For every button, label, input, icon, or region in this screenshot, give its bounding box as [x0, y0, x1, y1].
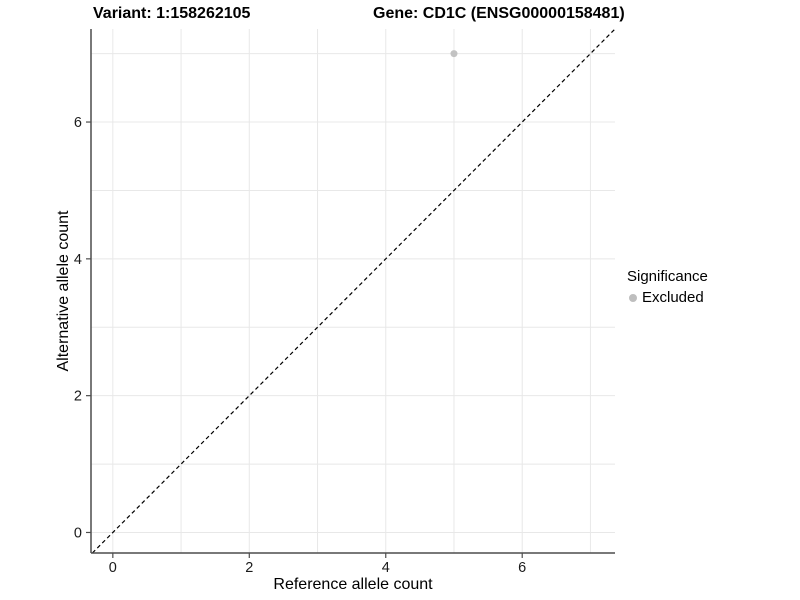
legend: Significance Excluded: [627, 268, 708, 306]
y-tick-label: 4: [74, 252, 82, 268]
variant-title: Variant: 1:158262105: [93, 5, 251, 22]
gene-title: Gene: CD1C (ENSG00000158481): [373, 5, 625, 22]
x-tick-label: 2: [245, 560, 253, 576]
y-tick-label: 0: [74, 525, 82, 541]
x-tick-label: 6: [518, 560, 526, 576]
x-tick-label: 4: [382, 560, 390, 576]
y-tick-label: 2: [74, 389, 82, 405]
x-tick-label: 0: [109, 560, 117, 576]
data-point: [450, 50, 458, 58]
y-axis-title-text: Alternative allele count: [55, 210, 72, 372]
y-tick-label: 6: [74, 115, 82, 131]
identity-reference-line: [91, 28, 616, 554]
legend-item-label: Excluded: [642, 289, 704, 306]
legend-title: Significance: [627, 268, 708, 285]
excluded-point-icon: [629, 293, 637, 302]
legend-item-excluded: Excluded: [629, 289, 708, 306]
x-axis-title: Reference allele count: [273, 576, 433, 593]
